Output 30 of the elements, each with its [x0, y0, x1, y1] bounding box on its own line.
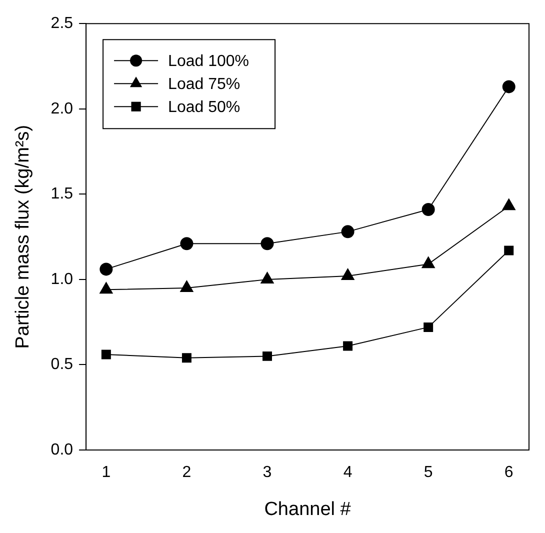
y-tick-label: 2.5 — [50, 15, 74, 32]
point — [502, 80, 516, 94]
x-axis-title: Channel # — [264, 498, 352, 520]
point — [424, 322, 434, 332]
x-tick-label: 5 — [424, 464, 433, 482]
y-tick-label: 1.5 — [50, 186, 74, 203]
legend-label: Load 100% — [168, 53, 250, 70]
x-tick-label: 2 — [182, 464, 192, 482]
point — [180, 237, 194, 250]
point — [341, 225, 354, 238]
point — [260, 237, 274, 250]
y-axis-title: Particle mass flux (kg/m²s) — [12, 124, 34, 349]
point — [341, 268, 354, 280]
y-tick-label: 0.5 — [50, 356, 74, 374]
y-tick-label: 1.0 — [50, 270, 74, 288]
x-tick-label: 1 — [102, 464, 111, 482]
y-tick-label: 0.0 — [50, 441, 74, 458]
x-tick-label: 3 — [262, 464, 272, 482]
x-tick-label: 4 — [343, 464, 352, 482]
y-tick-label: 2.0 — [50, 100, 74, 118]
x-tick-label: 6 — [504, 464, 514, 482]
point — [182, 353, 192, 363]
point — [422, 203, 435, 216]
point — [101, 350, 111, 360]
point — [100, 262, 113, 276]
legend-label: Load 75% — [168, 76, 240, 94]
legend-label: Load 50% — [168, 99, 240, 116]
point — [262, 351, 272, 361]
point — [504, 246, 514, 256]
point — [343, 341, 353, 351]
